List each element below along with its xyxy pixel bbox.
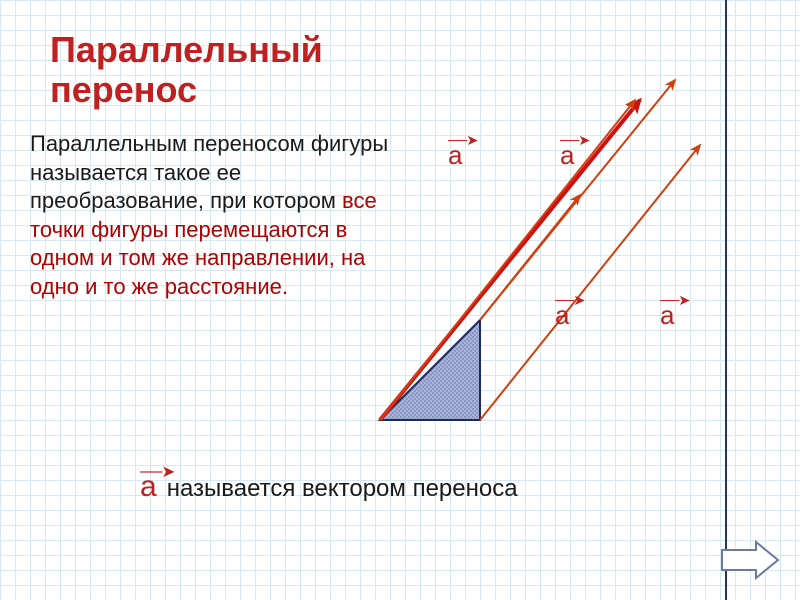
diagram-svg [370, 70, 730, 440]
triangle-shape [380, 320, 480, 420]
definition-text: Параллельным переносом фигуры называется… [30, 130, 390, 302]
arrow-over-icon: ──➤ [448, 134, 466, 148]
arrow-over-icon: ──➤ [660, 294, 678, 308]
caption-vector-symbol: ──➤ a [140, 470, 157, 504]
caption-row: ──➤ a называется вектором переноса [140, 470, 518, 504]
arrow-over-icon: ──➤ [555, 294, 573, 308]
caption-text: называется вектором переноса [167, 475, 518, 503]
next-slide-button[interactable] [720, 540, 780, 580]
title-line2: перенос [50, 69, 197, 110]
vector-label-3: ──➤a [660, 300, 674, 331]
translation-vectors [380, 80, 700, 420]
vector-1 [480, 145, 700, 420]
definition-part1: Параллельным переносом фигуры называется… [30, 131, 388, 213]
vector-label-2: ──➤a [555, 300, 569, 331]
vector-3 [480, 80, 675, 320]
page-title: Параллельный перенос [50, 30, 323, 109]
arrow-over-icon: ──➤ [140, 464, 161, 481]
vector-0 [380, 100, 635, 420]
chevron-right-icon [720, 540, 780, 580]
vector-label-0: ──➤a [448, 140, 462, 171]
title-line1: Параллельный [50, 29, 323, 70]
diagram [370, 70, 730, 440]
arrow-over-icon: ──➤ [560, 134, 578, 148]
vector-label-1: ──➤a [560, 140, 574, 171]
